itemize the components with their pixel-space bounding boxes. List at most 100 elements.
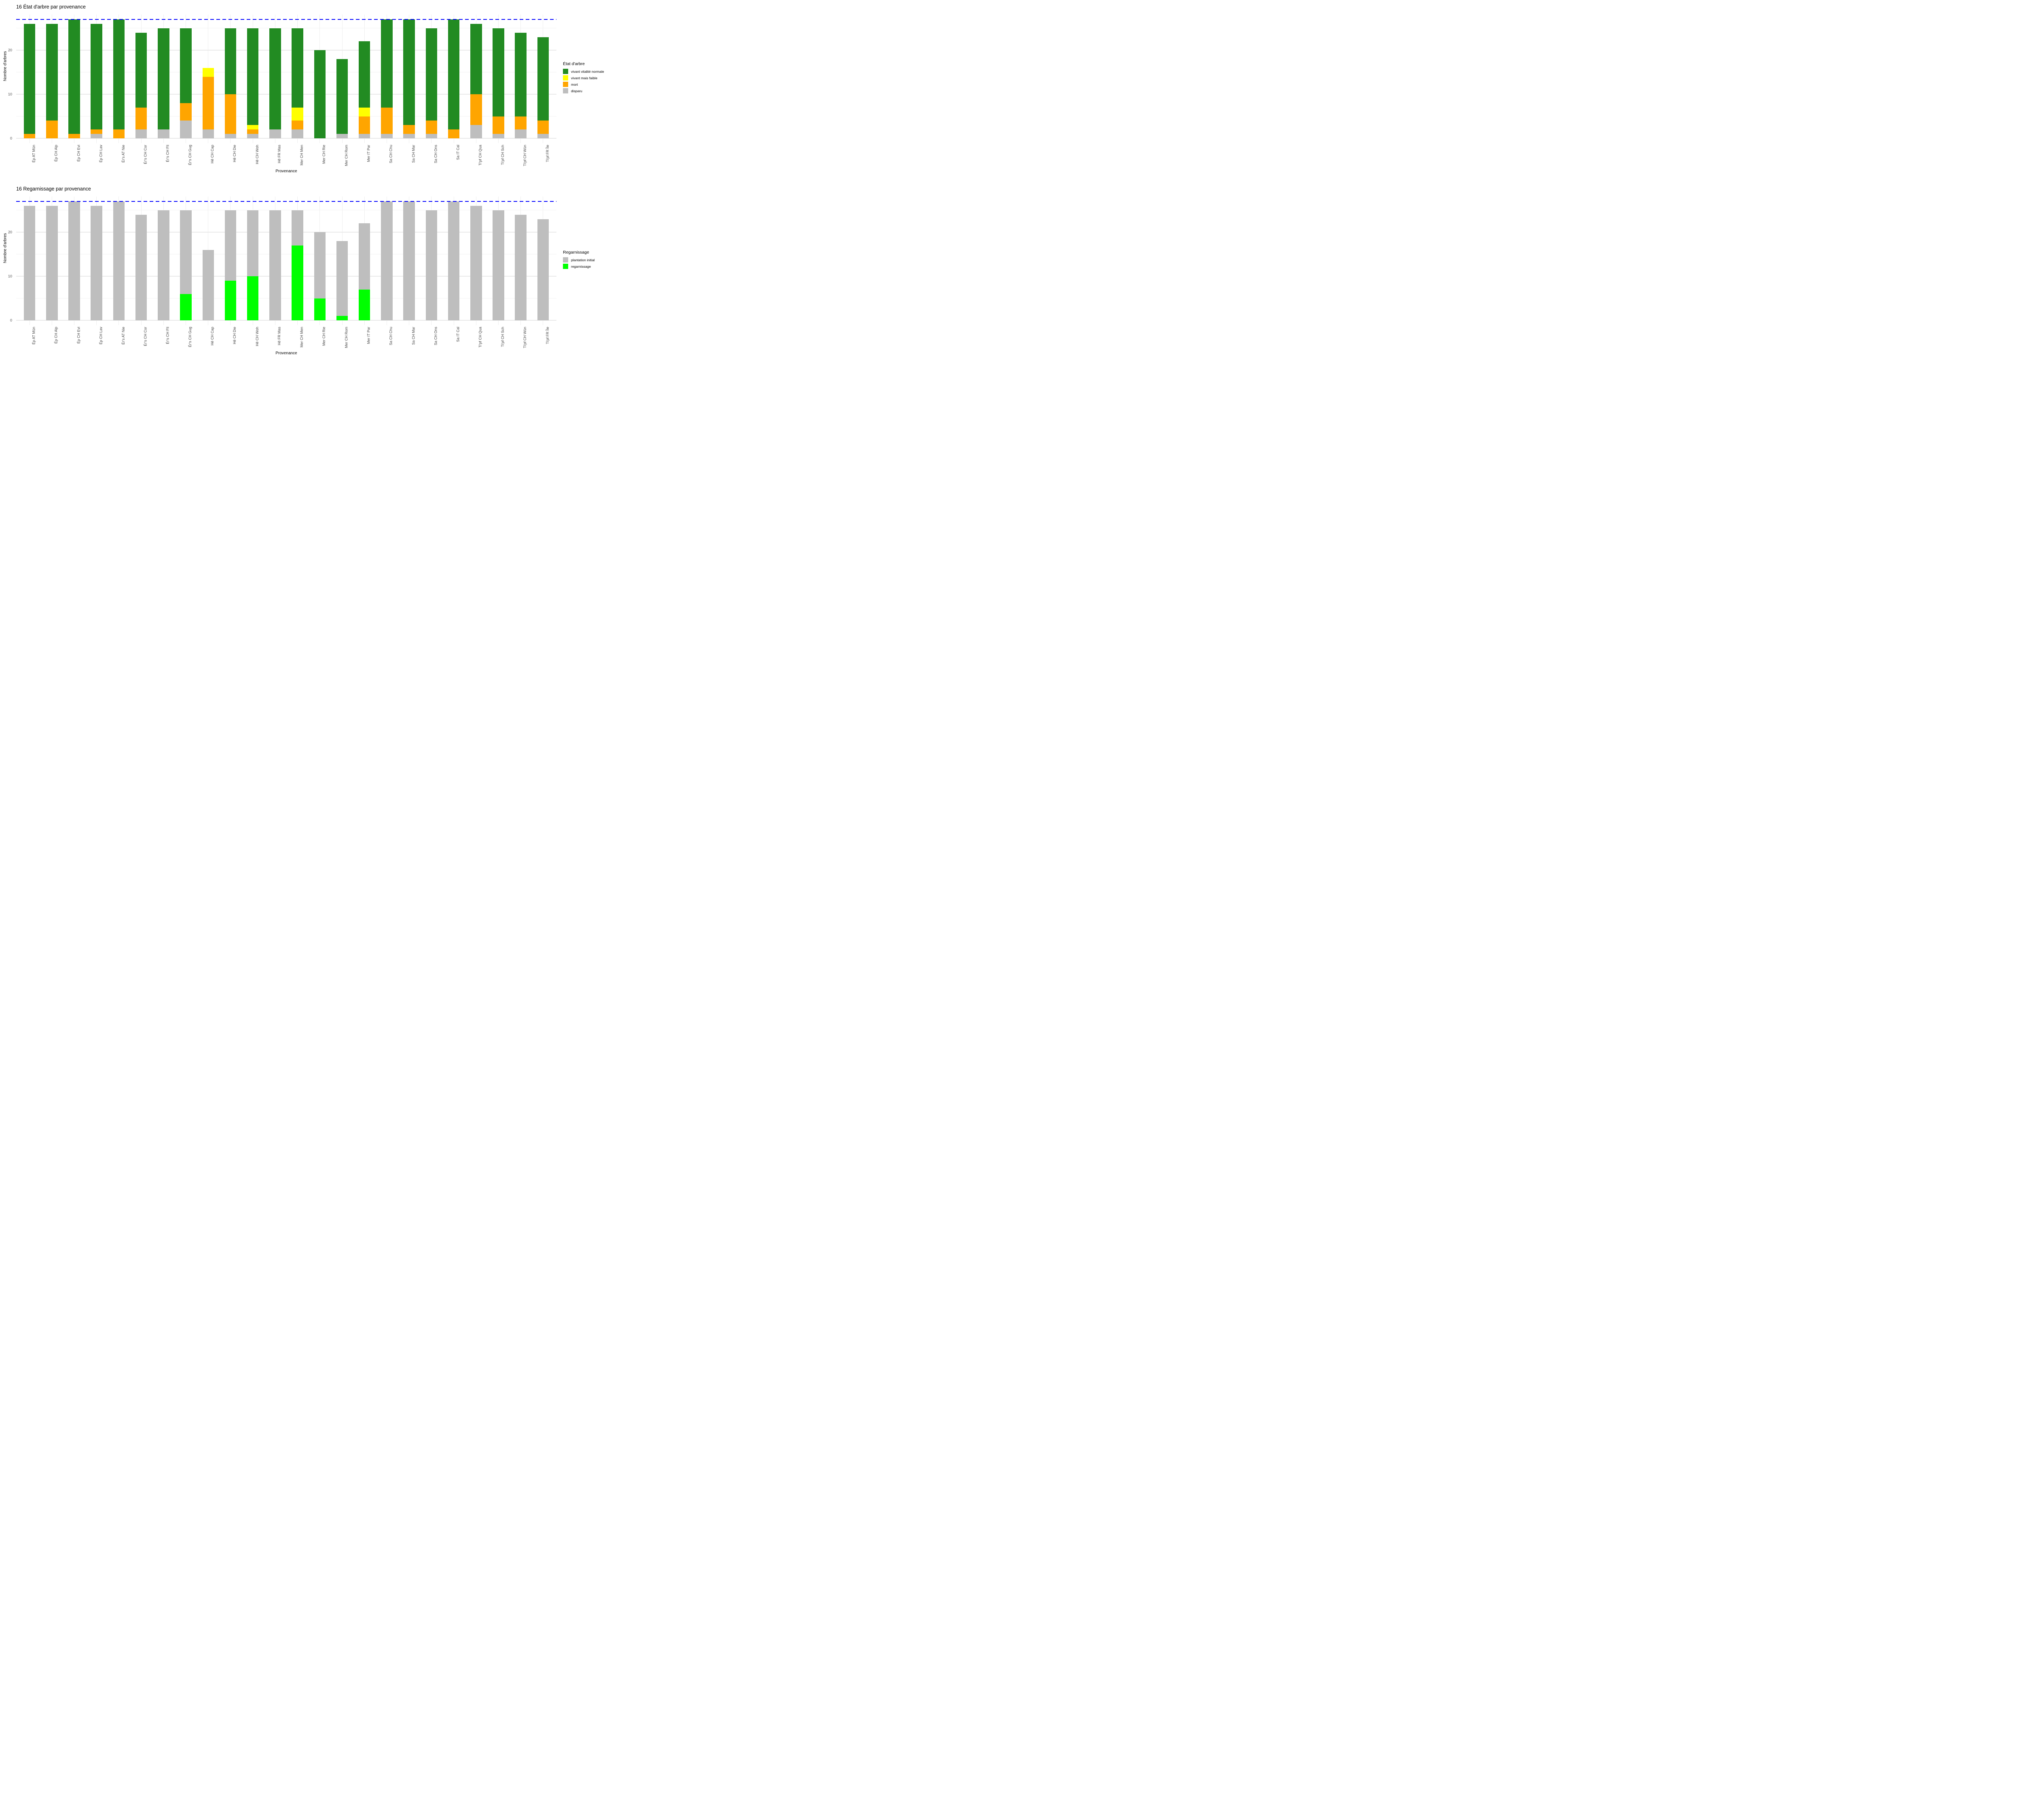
bar-segment	[537, 219, 549, 320]
bar-segment	[113, 129, 125, 138]
x-category-label: Ti'pf CH Sch	[500, 145, 505, 165]
y-tick-label: 10	[8, 274, 12, 279]
legend-swatch	[563, 75, 568, 80]
legend-item-label: plantation initial	[571, 258, 595, 262]
bar-segment	[314, 298, 326, 320]
legend-item: vivant mais faible	[563, 75, 607, 80]
bar-segment	[537, 37, 549, 121]
x-category-label: Ér's AT Nie	[121, 145, 125, 163]
bar-segment	[292, 107, 303, 121]
legend-title: État d'arbre	[563, 61, 585, 66]
bar-segment	[68, 19, 80, 134]
bar-segment	[158, 28, 169, 130]
y-tick-label: 20	[8, 48, 12, 53]
bar-segment	[403, 125, 415, 134]
x-category-label: Ép CH Lav	[99, 145, 103, 163]
y-tick-label: 0	[10, 136, 12, 140]
x-category-label: Hê FR Mas	[277, 145, 281, 163]
x-category-label: Ép CH Evi	[76, 145, 81, 162]
bar-segment	[358, 223, 370, 290]
bar-segment	[470, 23, 482, 95]
page: 16 État d'arbre par provenance Nombre d'…	[0, 0, 607, 364]
x-category-label: Ér's CH Cor	[143, 327, 148, 346]
major-gridline	[16, 320, 556, 321]
bar-segment	[224, 210, 237, 281]
major-gridline	[16, 94, 556, 95]
legend-swatch	[563, 257, 568, 262]
legend-item-label: disparu	[571, 89, 582, 93]
bar-segment	[46, 205, 58, 320]
bar-segment	[68, 134, 80, 138]
bar-segment	[91, 23, 102, 130]
bar-segment	[403, 201, 415, 320]
x-category-label: Ép AT Mün	[32, 327, 36, 345]
legend-item: plantation initial	[563, 257, 607, 262]
bar-segment	[23, 205, 36, 320]
x-category-label: Ti'pf CH Wün	[523, 327, 527, 348]
legend: Regarnissage plantation initial regarniss…	[563, 250, 607, 270]
bar-segment	[425, 134, 438, 138]
bar-segment	[314, 50, 326, 138]
bar-segment	[515, 116, 527, 130]
bar-segment	[336, 59, 348, 134]
bar-segment	[247, 276, 259, 320]
bar-segment	[358, 134, 370, 138]
bar-segment	[515, 214, 527, 320]
bar-segment	[470, 125, 482, 138]
x-category-label: Ép CH Alp	[54, 327, 58, 344]
x-category-label: Mer CH Rie	[322, 145, 326, 164]
bar-segment	[202, 250, 214, 320]
x-category-label: Sa IT Cal	[456, 327, 460, 342]
legend-item: vivant vitalité normale	[563, 69, 607, 74]
bar-segment	[381, 19, 393, 108]
plot-panel	[16, 197, 556, 325]
x-category-label: Mer CH Men	[300, 327, 304, 348]
bar-segment	[537, 121, 549, 134]
legend-title: Regarnissage	[563, 250, 589, 255]
y-tick-label: 10	[8, 92, 12, 97]
x-category-label: Sa CH Ons	[434, 327, 438, 345]
major-gridline	[16, 276, 556, 277]
x-category-label: Ér's CH Fli	[165, 327, 170, 344]
x-category-label: Hê CH Cap	[210, 145, 215, 164]
bar-segment	[470, 205, 482, 320]
bar-segment	[336, 134, 348, 138]
x-category-label: Ti'pf FR Île	[545, 145, 550, 162]
x-category-label: Hê CH Cap	[210, 327, 215, 346]
x-category-label: Sa CH Ons	[434, 145, 438, 163]
bar-segment	[158, 210, 169, 320]
chart-title: 16 Regarnissage par provenance	[16, 186, 91, 192]
bar-segment	[23, 23, 36, 134]
bar-segment	[224, 134, 237, 138]
bar-segment	[247, 210, 259, 277]
bar-segment	[292, 129, 303, 138]
bar-segment	[180, 28, 192, 103]
reference-line	[16, 19, 556, 20]
chart-title: 16 État d'arbre par provenance	[16, 4, 86, 10]
bar-segment	[202, 76, 214, 130]
bar-segment	[202, 68, 214, 77]
bar-segment	[358, 107, 370, 116]
bar-segment	[23, 134, 36, 138]
x-category-label: Ép AT Mün	[32, 145, 36, 163]
major-gridline	[16, 232, 556, 233]
bar-segment	[91, 134, 102, 138]
bar-segment	[247, 129, 259, 134]
bar-segment	[493, 28, 504, 116]
bar-segment	[113, 19, 125, 130]
legend: État d'arbre vivant vitalité normale viva…	[563, 61, 607, 95]
bar-segment	[135, 129, 147, 138]
bar-segment	[381, 107, 393, 134]
bar-segment	[493, 134, 504, 138]
x-category-label: Ép CH Lav	[99, 327, 103, 345]
x-category-label: Ép CH Evi	[76, 327, 81, 344]
bar-segment	[292, 28, 303, 108]
bar-segment	[180, 294, 192, 320]
y-axis-title: Nombre d'arbres	[3, 51, 8, 81]
bar-segment	[493, 116, 504, 134]
bar-segment	[292, 210, 303, 245]
legend-swatch	[563, 88, 568, 93]
bar-segment	[425, 210, 438, 320]
bar-segment	[224, 28, 237, 95]
x-category-label: Mer CH Rom	[344, 145, 349, 166]
